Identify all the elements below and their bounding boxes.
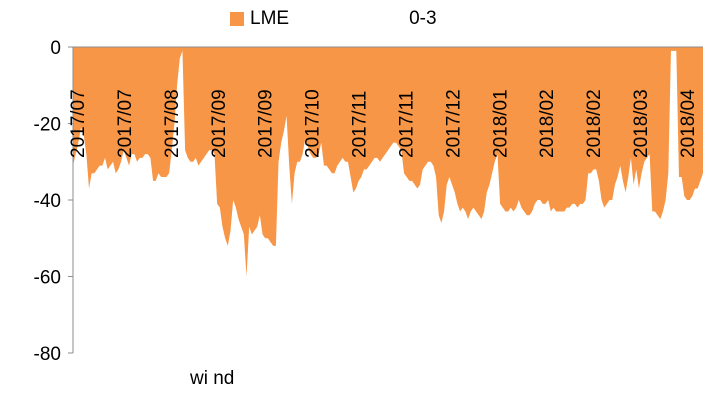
y-axis-ticks: 0 -20 -40 -60 -80 (34, 38, 73, 365)
x-tick-label: 2017/09 (256, 89, 277, 158)
x-tick-label: 2017/12 (443, 89, 464, 158)
x-tick-label: 2017/08 (162, 89, 183, 158)
x-tick-label: 2017/11 (350, 91, 371, 158)
y-tick-label: 0 (50, 38, 61, 59)
x-tick-label: 2018/02 (584, 89, 605, 158)
legend-label: LME (250, 8, 290, 29)
area-series (73, 47, 703, 277)
x-axis-ticks: 2017/07 2017/07 2017/08 2017/09 2017/09 2017/… (68, 89, 699, 158)
x-tick-label: 2017/07 (68, 89, 89, 158)
y-tick-label: -60 (34, 268, 61, 289)
x-tick-label: 2018/04 (678, 89, 699, 158)
source-note: wi nd (190, 368, 235, 389)
y-tick-label: -40 (34, 191, 61, 212)
x-tick-label: 2017/09 (209, 89, 230, 158)
legend-swatch (230, 12, 244, 26)
legend-label-2: 0-3 (409, 8, 437, 29)
x-tick-label: 2018/03 (631, 89, 652, 158)
x-tick-label: 2017/10 (303, 89, 324, 158)
x-tick-label: 2018/02 (537, 89, 558, 158)
x-tick-label: 2017/07 (115, 89, 136, 158)
x-tick-label: 2018/01 (490, 89, 511, 158)
y-tick-label: -20 (34, 115, 61, 136)
legend: LME 0-3 (230, 8, 437, 30)
y-tick-label: -80 (34, 344, 61, 365)
x-tick-label: 2017/11 (397, 91, 418, 158)
plot-area (73, 47, 703, 277)
